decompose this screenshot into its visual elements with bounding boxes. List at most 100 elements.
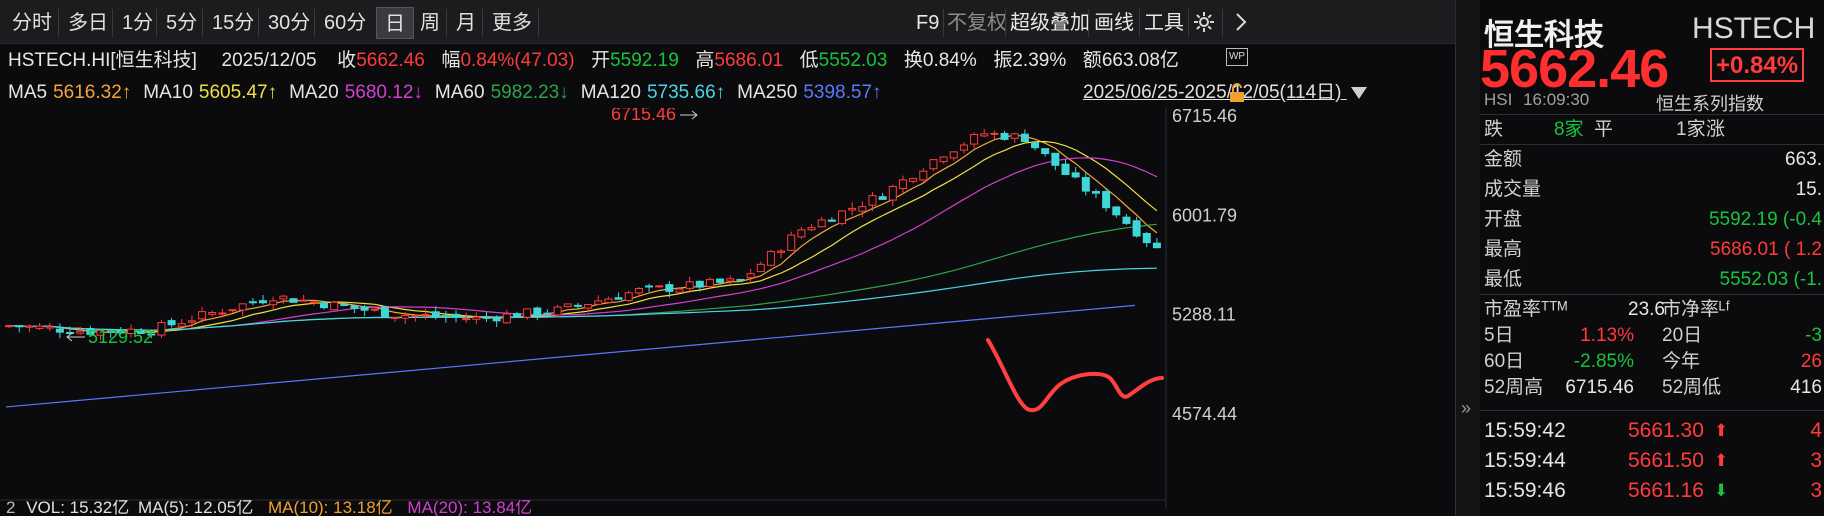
period-tab-intraday[interactable]: 分时 (12, 12, 52, 34)
period-tab-60min[interactable]: 60分 (324, 12, 367, 34)
candle-down (645, 285, 654, 288)
toolbar-divider (202, 9, 203, 37)
period-tab-1min[interactable]: 1分 (122, 12, 154, 34)
candle-up (705, 278, 714, 287)
candle-up (675, 288, 684, 293)
lock-icon[interactable] (1228, 83, 1246, 103)
candle-down (736, 278, 745, 281)
tick-row: 15:59:42 5661.30 ⬆ 4 (1480, 416, 1824, 445)
y-tick-label: 5288.11 (1172, 305, 1236, 325)
overlay-button[interactable]: 超级叠加 (1010, 12, 1090, 34)
toolbar-divider (538, 9, 539, 37)
candle-up (990, 132, 999, 135)
period-tab-daily[interactable]: 日 (376, 7, 414, 39)
f9-button[interactable]: F9 (916, 12, 940, 34)
candle-up (1010, 133, 1019, 139)
symbol-label: HSTECH.HI[恒生科技] (8, 50, 197, 71)
period-value: 26 (1800, 351, 1822, 372)
ma-label-ma120: MA120 (580, 82, 641, 103)
candle-down (86, 327, 95, 335)
no-adjust-button[interactable]: 不复权 (947, 12, 1007, 34)
candle-down (15, 325, 24, 328)
period-tab-30min[interactable]: 30分 (268, 12, 311, 34)
stat-value: 5552.03 (-1. (1719, 269, 1822, 290)
period-change-row: 60日 -2.85% 今年 26 (1480, 347, 1824, 376)
y-tick-label: 6715.46 (1172, 108, 1237, 126)
chevron-right-icon[interactable] (1232, 10, 1250, 34)
candle-up (624, 292, 633, 301)
toolbar-divider (258, 9, 259, 37)
triangle-down-icon[interactable] (1350, 86, 1367, 99)
candle-up (909, 178, 918, 182)
candle-down (1112, 206, 1121, 216)
candle-down (452, 313, 461, 318)
arrow-down-icon: ⬇ (1714, 481, 1729, 500)
date-label: 2025/12/05 (221, 50, 317, 71)
stat-row: 成交量 15. (1480, 175, 1824, 204)
period-tab-monthly[interactable]: 月 (456, 12, 476, 34)
candle-down (695, 280, 704, 288)
candle-down (1041, 148, 1050, 155)
candle-up (766, 250, 775, 266)
candle-down (1102, 191, 1111, 209)
candle-up (208, 311, 217, 315)
breadth-row: 跌 8家 平 1家 涨 (1480, 115, 1824, 144)
vol-value: VOL: 15.32亿 (26, 500, 130, 516)
period-tab-5min[interactable]: 5分 (166, 12, 198, 34)
candle-down (116, 329, 125, 334)
candle-down (137, 330, 146, 334)
quote-info-line: HSTECH.HI[恒生科技] 2025/12/05 收5662.46 幅0.8… (8, 44, 1179, 78)
toolbar-divider (1188, 9, 1189, 37)
candle-up (980, 133, 989, 137)
candle-up (330, 301, 339, 311)
candle-down (492, 317, 501, 322)
double-chevron-icon[interactable]: » (1461, 398, 1472, 418)
date-range-selector[interactable]: 2025/06/25-2025/12/05(114日) (1083, 76, 1367, 110)
change-percent-badge: +0.84% (1710, 48, 1805, 82)
side-panel-toggle[interactable]: » (1456, 0, 1480, 516)
candle-up (370, 308, 379, 311)
period-value: 1.13% (1580, 325, 1634, 346)
candle-down (716, 278, 725, 283)
candle-up (126, 328, 135, 335)
period-tab-multiday[interactable]: 多日 (68, 12, 108, 34)
stat-value: 15. (1795, 179, 1822, 200)
candle-up (35, 325, 44, 329)
settings-gear-icon[interactable] (1192, 10, 1216, 34)
toolbar-divider (446, 9, 447, 37)
candle-up (838, 210, 847, 225)
period-change-row: 5日 1.13% 20日 -3 (1480, 321, 1824, 350)
high-label: 高 (695, 50, 715, 71)
stat-label: 开盘 (1484, 209, 1523, 230)
candle-up (472, 316, 481, 320)
candle-up (848, 207, 857, 211)
candle-down (1020, 133, 1029, 143)
candle-down (431, 311, 440, 318)
panel-divider (1455, 0, 1456, 516)
period-tab-weekly[interactable]: 周 (420, 12, 440, 34)
stat-value: 663. (1785, 149, 1822, 170)
max-price-label: 6715.46 (611, 108, 676, 124)
toolbar-divider (943, 9, 944, 37)
ma250-line (5, 304, 1136, 408)
candlestick-chart[interactable]: 6715.46 6001.79 5288.11 4574.44 6715.46 5129.… (0, 108, 1455, 508)
vol-ma10: MA(10): 13.18亿 (267, 500, 393, 516)
candle-down (319, 302, 328, 309)
tick-volume: 4 (1810, 419, 1822, 442)
flat-count: 1家 (1676, 119, 1706, 140)
draw-line-button[interactable]: 画线 (1094, 12, 1134, 34)
period-value: -3 (1805, 325, 1822, 346)
period-tab-15min[interactable]: 15分 (212, 12, 255, 34)
candle-down (878, 196, 887, 200)
stat-label: 成交量 (1484, 179, 1542, 200)
period-toolbar: 分时 多日 1分 5分 15分 30分 60分 日 周 月 更多 F9 不复权 … (0, 0, 1455, 44)
change-value: 0.84%(47.03) (460, 50, 575, 71)
candle-up (726, 278, 735, 282)
up-label: 涨 (1706, 119, 1726, 140)
tick-row: 15:59:44 5661.50 ⬆ 3 (1480, 446, 1824, 475)
candle-up (868, 195, 877, 206)
period-tab-more[interactable]: 更多 (492, 12, 532, 34)
tools-button[interactable]: 工具 (1144, 12, 1184, 34)
candle-down (1132, 220, 1141, 237)
wp-badge-icon[interactable]: WP (1226, 48, 1248, 66)
